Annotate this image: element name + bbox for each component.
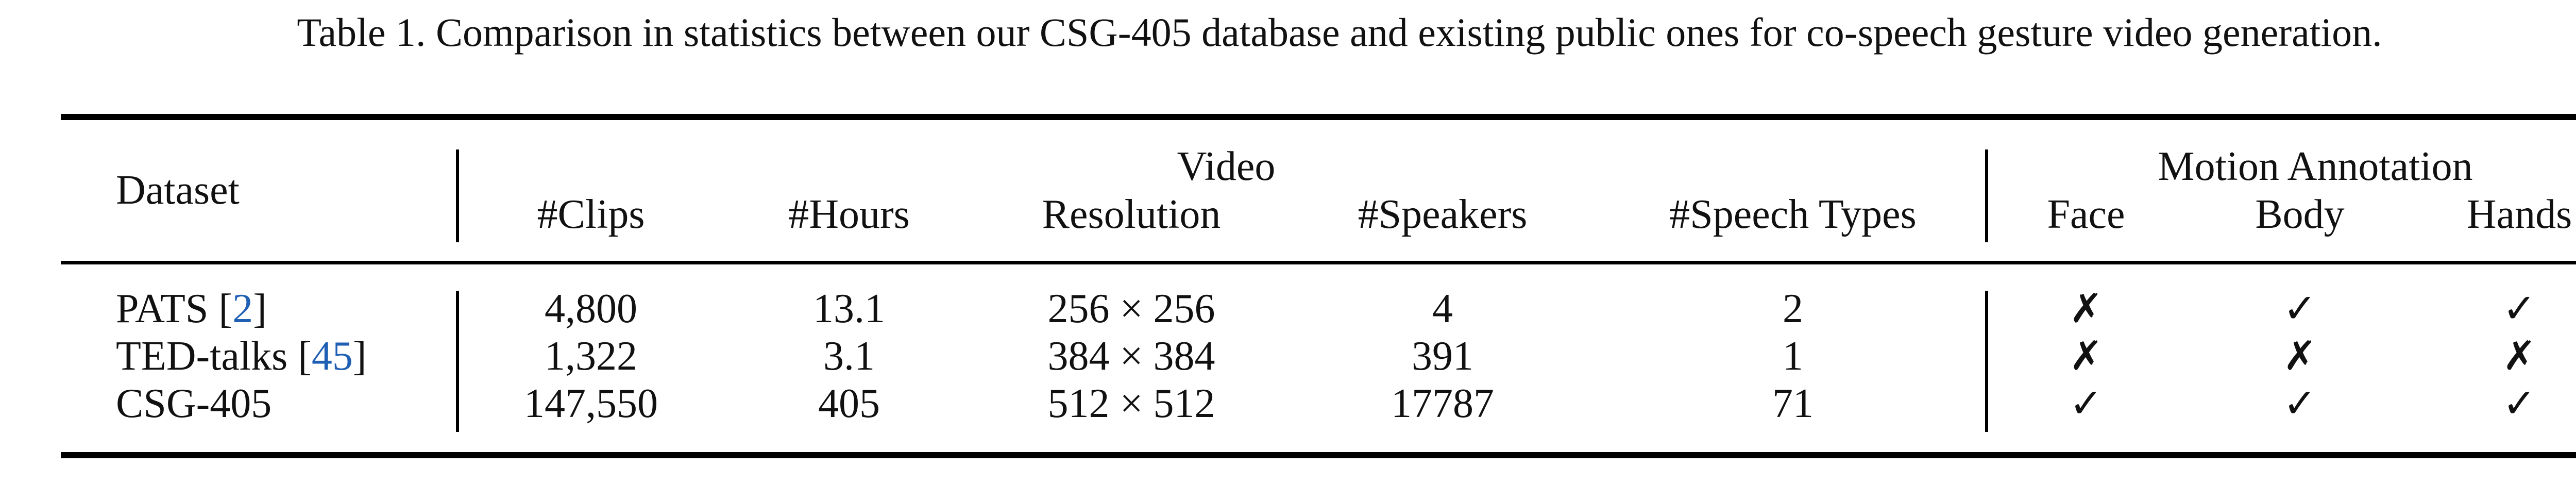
- citation-link[interactable]: 2: [232, 286, 253, 331]
- cross-mark-icon: ✗: [2502, 333, 2536, 379]
- header-body: Body: [2255, 192, 2345, 237]
- table-header-rule: [61, 261, 2576, 264]
- group-header-motion-annotation: Motion Annotation: [2158, 144, 2473, 189]
- table-row-dataset: TED-talks [45]: [116, 334, 367, 379]
- header-face: Face: [2047, 192, 2125, 237]
- table-cell-resolution: 512 × 512: [1047, 381, 1215, 426]
- table-top-rule: [61, 114, 2576, 120]
- header-speakers: #Speakers: [1358, 192, 1528, 237]
- table-cell-hours: 405: [818, 381, 880, 426]
- table-cell-clips: 147,550: [524, 381, 658, 426]
- table-cell-clips: 4,800: [545, 286, 637, 331]
- column-divider: [1985, 291, 1988, 432]
- check-mark-icon: ✓: [2069, 380, 2103, 427]
- table-cell-speech-types: 2: [1783, 286, 1803, 331]
- table-cell-speakers: 4: [1432, 286, 1453, 331]
- table-cell-speech-types: 71: [1772, 381, 1814, 426]
- table-bottom-rule: [61, 452, 2576, 458]
- table-cell-hours: 13.1: [813, 286, 885, 331]
- table-cell-resolution: 256 × 256: [1047, 286, 1215, 331]
- table-cell-speakers: 17787: [1391, 381, 1494, 426]
- check-mark-icon: ✓: [2283, 286, 2317, 332]
- check-mark-icon: ✓: [2502, 286, 2536, 332]
- table-cell-clips: 1,322: [545, 334, 637, 379]
- table-cell-speech-types: 1: [1783, 334, 1803, 379]
- column-divider: [456, 291, 459, 432]
- column-divider: [1985, 149, 1988, 242]
- cross-mark-icon: ✗: [2069, 333, 2103, 379]
- table-cell-hours: 3.1: [823, 334, 875, 379]
- header-speech-types: #Speech Types: [1669, 192, 1917, 237]
- table-caption: Table 1. Comparison in statistics betwee…: [297, 10, 2382, 55]
- table-row-dataset: PATS [2]: [116, 286, 267, 331]
- check-mark-icon: ✓: [2283, 380, 2317, 427]
- header-resolution: Resolution: [1042, 192, 1221, 237]
- header-hours: #Hours: [788, 192, 910, 237]
- header-dataset: Dataset: [116, 168, 240, 213]
- citation-link[interactable]: 45: [311, 334, 353, 379]
- cross-mark-icon: ✗: [2283, 333, 2317, 379]
- table-cell-speakers: 391: [1412, 334, 1473, 379]
- header-clips: #Clips: [537, 192, 645, 237]
- table-row-dataset: CSG-405: [116, 381, 272, 426]
- header-hands: Hands: [2466, 192, 2572, 237]
- cross-mark-icon: ✗: [2069, 286, 2103, 332]
- column-divider: [456, 149, 459, 242]
- check-mark-icon: ✓: [2502, 380, 2536, 427]
- group-header-video: Video: [1177, 144, 1276, 189]
- table-cell-resolution: 384 × 384: [1047, 334, 1215, 379]
